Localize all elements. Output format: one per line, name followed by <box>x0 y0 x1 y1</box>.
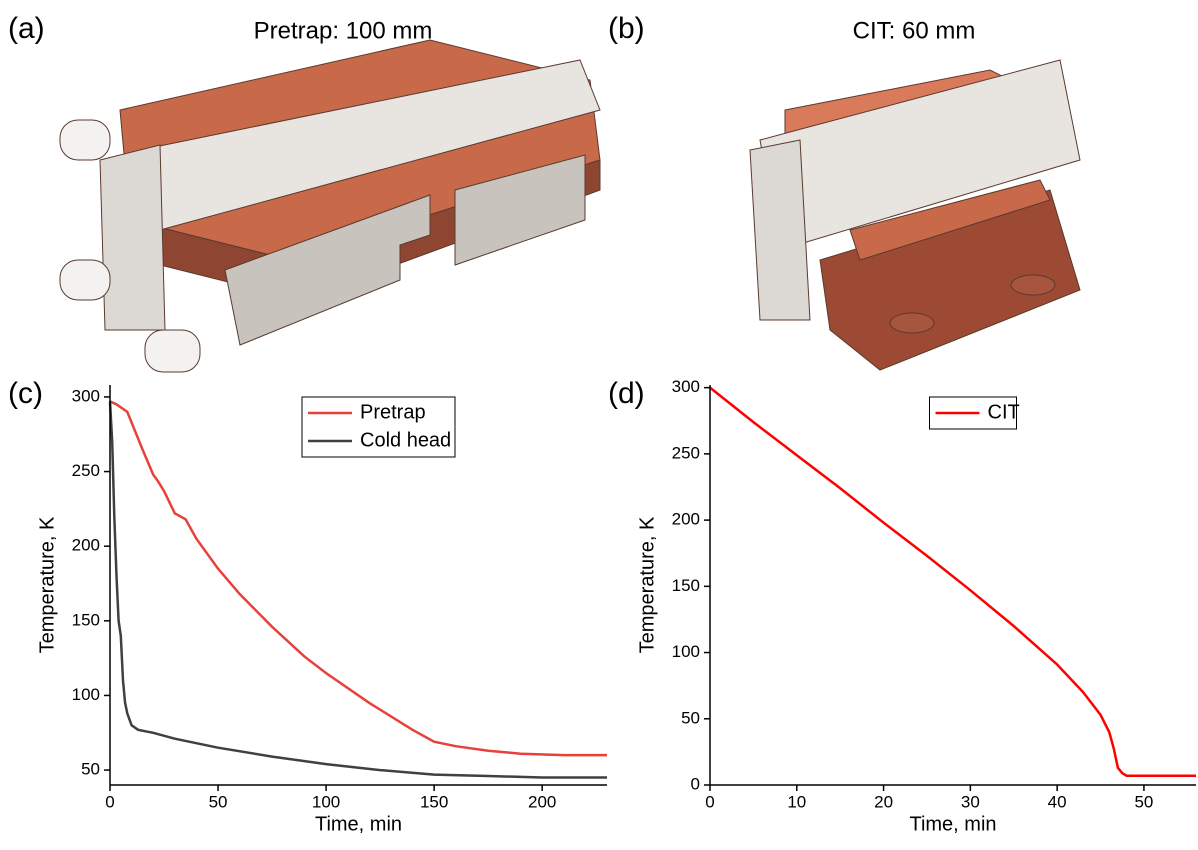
legend-label: Cold head <box>360 429 451 451</box>
y-tick-label: 300 <box>672 377 700 396</box>
x-tick-label: 100 <box>312 792 340 811</box>
legend-box <box>301 396 456 458</box>
x-tick-label: 150 <box>420 792 448 811</box>
y-tick-label: 150 <box>672 576 700 595</box>
panel-label: (c) <box>8 377 43 410</box>
x-axis-label: Time, min <box>909 813 996 835</box>
y-axis-label: Temperature, K <box>636 516 658 653</box>
panel-label: (d) <box>608 377 645 410</box>
x-axis-label: Time, min <box>315 813 402 835</box>
y-tick-label: 0 <box>691 774 700 793</box>
panel-label: (a) <box>8 12 45 45</box>
y-tick-label: 200 <box>672 510 700 529</box>
y-tick-label: 300 <box>72 386 100 405</box>
y-axis-label: Temperature, K <box>36 516 58 653</box>
panel-title: Pretrap: 100 mm <box>254 17 433 44</box>
data-line <box>108 401 607 779</box>
y-tick-label: 100 <box>72 685 100 704</box>
cad-cit <box>749 59 1081 371</box>
x-tick-label: 20 <box>874 792 893 811</box>
panel-label: (b) <box>608 12 645 45</box>
y-tick-label: 50 <box>681 708 700 727</box>
y-tick-label: 250 <box>72 461 100 480</box>
legend-label: CIT <box>988 401 1020 423</box>
x-tick-label: 0 <box>705 792 714 811</box>
y-tick-label: 250 <box>672 443 700 462</box>
y-tick-label: 50 <box>81 760 100 779</box>
data-line <box>709 386 1196 777</box>
y-tick-label: 200 <box>72 536 100 555</box>
x-tick-label: 10 <box>787 792 806 811</box>
legend-label: Pretrap <box>360 401 426 423</box>
x-tick-label: 0 <box>105 792 114 811</box>
data-line <box>109 400 607 757</box>
x-tick-label: 200 <box>528 792 556 811</box>
panel-title: CIT: 60 mm <box>853 17 976 44</box>
x-tick-label: 50 <box>1134 792 1153 811</box>
x-tick-label: 40 <box>1048 792 1067 811</box>
x-tick-label: 30 <box>961 792 980 811</box>
x-tick-label: 50 <box>209 792 228 811</box>
y-tick-label: 150 <box>72 610 100 629</box>
y-tick-label: 100 <box>672 642 700 661</box>
cad-pretrap <box>59 39 601 373</box>
